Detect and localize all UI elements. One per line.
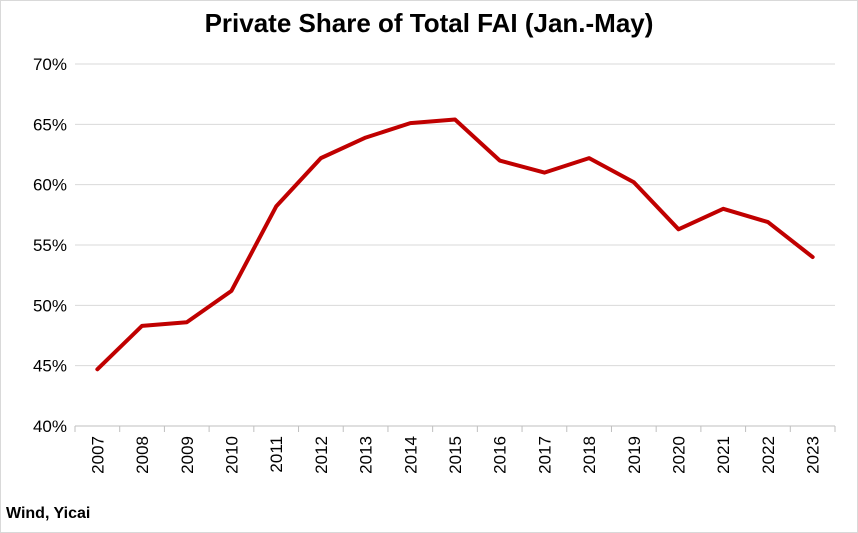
y-tick-label: 45% bbox=[33, 357, 67, 376]
data-point bbox=[185, 320, 189, 324]
data-point bbox=[364, 136, 368, 140]
data-point bbox=[677, 227, 681, 231]
data-point bbox=[587, 156, 591, 160]
x-tick-label: 2008 bbox=[133, 436, 152, 474]
x-axis: 2007 2008 2009 2010 2011 2012 2013 2014 2015 2016… bbox=[74, 426, 836, 474]
x-tick-label: 2020 bbox=[670, 436, 689, 474]
x-tick-label: 2009 bbox=[178, 436, 197, 474]
x-tick-label: 2014 bbox=[401, 436, 420, 474]
x-tick-label: 2007 bbox=[88, 436, 107, 474]
data-point bbox=[542, 171, 546, 175]
x-tick-label: 2019 bbox=[625, 436, 644, 474]
data-point bbox=[274, 204, 278, 208]
y-tick-label: 55% bbox=[33, 236, 67, 255]
chart-title: Private Share of Total FAI (Jan.-May) bbox=[204, 8, 654, 38]
x-tick-label: 2017 bbox=[535, 436, 554, 474]
series-line bbox=[95, 117, 815, 372]
series-group bbox=[95, 117, 815, 372]
data-point bbox=[766, 220, 770, 224]
data-point bbox=[811, 255, 815, 259]
x-tick-label: 2021 bbox=[714, 436, 733, 474]
x-tick-label: 2022 bbox=[759, 436, 778, 474]
data-point bbox=[721, 207, 725, 211]
x-tick-label: 2010 bbox=[222, 436, 241, 474]
x-tick-label: 2011 bbox=[267, 436, 286, 473]
x-tick-label: 2016 bbox=[491, 436, 510, 474]
y-tick-label: 60% bbox=[33, 176, 67, 195]
data-point bbox=[453, 118, 457, 122]
data-point bbox=[95, 367, 99, 371]
x-tick-label: 2018 bbox=[580, 436, 599, 474]
y-tick-label: 65% bbox=[33, 115, 67, 134]
data-point bbox=[229, 289, 233, 293]
x-tick-label: 2012 bbox=[312, 436, 331, 474]
data-point bbox=[408, 121, 412, 125]
data-point bbox=[140, 324, 144, 328]
x-tick-label: 2013 bbox=[357, 436, 376, 474]
data-point bbox=[498, 159, 502, 163]
y-tick-label: 40% bbox=[33, 417, 67, 436]
data-point bbox=[319, 156, 323, 160]
gridlines bbox=[75, 63, 835, 427]
source-note: Wind, Yicai bbox=[6, 505, 91, 522]
y-tick-label: 50% bbox=[33, 296, 67, 315]
x-tick-label: 2015 bbox=[446, 436, 465, 474]
y-tick-label: 70% bbox=[33, 55, 67, 74]
x-tick-label: 2023 bbox=[804, 436, 823, 474]
y-axis: 40% 45% 50% 55% 60% 65% 70% bbox=[33, 55, 67, 436]
data-point bbox=[632, 180, 636, 184]
